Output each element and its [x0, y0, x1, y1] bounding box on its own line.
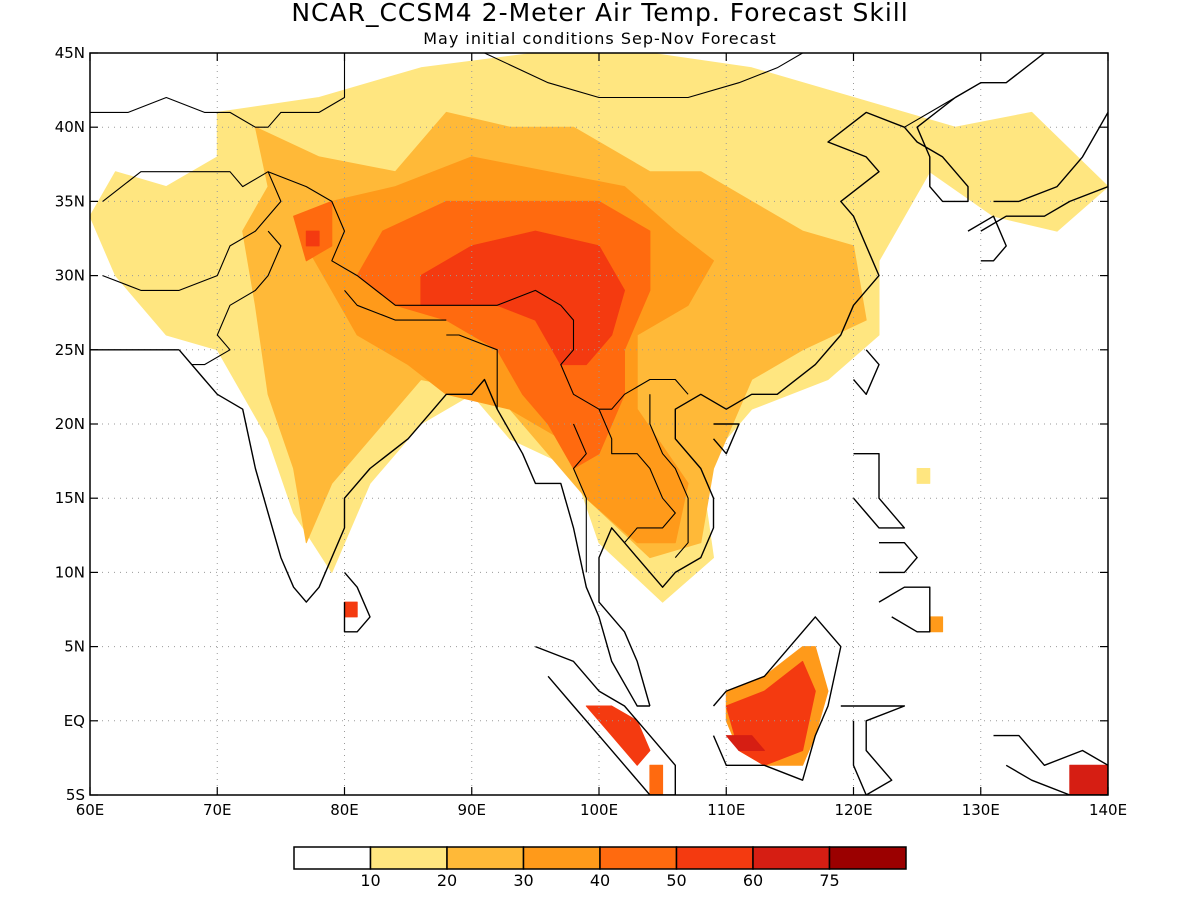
skill-region-level-1	[916, 468, 931, 484]
legend-swatch	[293, 846, 372, 870]
legend-label: 40	[590, 871, 610, 890]
skill-region-level-6	[725, 735, 765, 751]
lon-tick-label: 140E	[1089, 801, 1127, 819]
coastline-taiwan	[852, 349, 880, 395]
border-bangladesh	[446, 334, 498, 410]
coastline-india-coast	[178, 349, 650, 707]
lon-tick-label: 70E	[203, 801, 232, 819]
coastline-hainan	[712, 423, 740, 455]
border-kashmir-tibet	[267, 171, 689, 410]
legend-label: 30	[513, 871, 533, 890]
border-korea	[904, 82, 982, 128]
lon-tick-label: 130E	[962, 801, 1000, 819]
lon-tick-label: 100E	[580, 801, 618, 819]
skill-region-level-5	[585, 705, 651, 766]
border-afghan	[102, 171, 282, 291]
lat-tick-label: 35N	[55, 192, 85, 210]
coastline-japan-honshu	[980, 111, 1108, 232]
coastline-borneo	[712, 616, 842, 781]
legend-label: 20	[437, 871, 457, 890]
legend-swatch	[369, 846, 448, 870]
lon-tick-label: 60E	[76, 801, 105, 819]
border-thailand-laos	[598, 408, 676, 544]
border-vietnam-laos	[649, 394, 689, 558]
coastlines-layer	[90, 53, 1108, 795]
lat-tick-label: EQ	[64, 712, 85, 730]
coastline-sri-lanka	[343, 571, 371, 633]
skill-region-level-3	[929, 616, 944, 633]
lat-tick-label: 5N	[64, 638, 85, 656]
border-burma-thai	[572, 423, 587, 573]
legend-label: 10	[360, 871, 380, 890]
skill-shading-layer	[90, 53, 1108, 795]
coastline-japan-kyushu	[967, 215, 1007, 262]
legend-label: 75	[819, 871, 839, 890]
color-legend: 10 20 30 40 50 60 75	[293, 846, 907, 890]
map-title: NCAR_CCSM4 2-Meter Air Temp. Forecast Sk…	[291, 0, 909, 27]
map-subtitle: May initial conditions Sep-Nov Forecast	[423, 29, 777, 48]
longitude-axis: 60E 70E 80E 90E 100E 110E 120E 130E 140E	[76, 53, 1127, 819]
legend-label: 60	[743, 871, 763, 890]
skill-region-level-6	[1069, 764, 1108, 795]
skill-region-level-5	[305, 230, 320, 247]
border-india-pakistan	[191, 230, 282, 366]
lon-tick-label: 90E	[457, 801, 486, 819]
lat-tick-label: 25N	[55, 341, 85, 359]
lat-tick-label: 10N	[55, 563, 85, 581]
coastline-philippines-visayas	[879, 542, 918, 574]
lon-tick-label: 80E	[330, 801, 359, 819]
lat-tick-label: 5S	[66, 786, 85, 804]
lon-tick-label: 120E	[834, 801, 872, 819]
legend-swatch	[446, 846, 525, 870]
lat-tick-label: 40N	[55, 118, 85, 136]
lat-tick-label: 45N	[55, 44, 85, 62]
lon-tick-label: 110E	[707, 801, 745, 819]
legend-swatch	[599, 846, 678, 870]
legend-swatch	[522, 846, 601, 870]
legend-label: 50	[666, 871, 686, 890]
coastline-sumatra	[535, 645, 676, 795]
border-mongolia	[483, 53, 805, 99]
coastline-philippines-luzon	[852, 453, 906, 529]
legend-swatch	[752, 846, 831, 870]
legend-swatch	[828, 846, 907, 870]
lat-tick-label: 20N	[55, 415, 85, 433]
coastline-new-guinea	[993, 734, 1108, 795]
lat-tick-label: 15N	[55, 489, 85, 507]
skill-region-level-5	[344, 601, 358, 618]
lat-tick-label: 30N	[55, 267, 85, 285]
skill-region-level-4	[649, 764, 664, 795]
coastline-indochina-coast	[598, 53, 1045, 707]
border-kazakh	[90, 53, 346, 128]
coastline-sulawesi	[840, 705, 906, 795]
latitude-axis: 45N 40N 35N 30N 25N 20N 15N 10N 5N EQ 5S	[55, 44, 1108, 804]
lat-lon-grid	[90, 53, 1108, 795]
legend-swatch	[675, 846, 754, 870]
coastline-philippines-mindanao	[878, 586, 931, 633]
country-borders-layer	[90, 53, 982, 573]
border-nepal	[344, 290, 447, 321]
